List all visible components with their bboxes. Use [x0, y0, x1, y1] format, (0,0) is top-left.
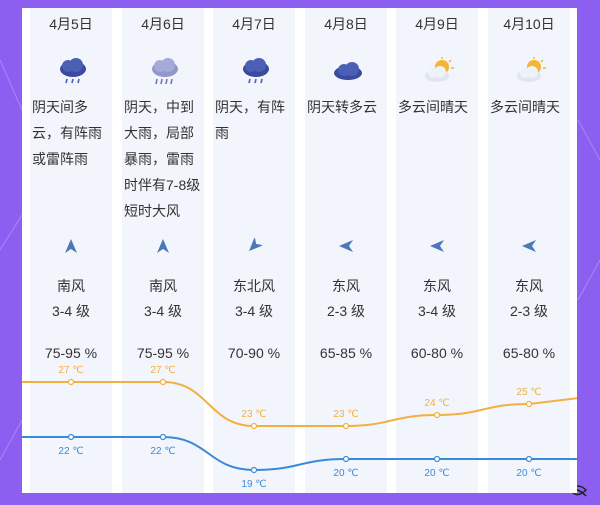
east-wind-arrow-icon	[429, 238, 445, 254]
forecast-date: 4月7日	[232, 16, 276, 32]
thunder-shower-icon	[56, 56, 90, 88]
east-wind-arrow-icon	[338, 238, 354, 254]
forecast-panel: 4月5日 阴天间多云，有阵雨或雷阵雨 南风 3-4 级 75-95 % 4月6日 阴天，中到…	[22, 8, 577, 493]
low-temp-line	[22, 435, 577, 472]
weather-description: 多云间晴天	[398, 99, 468, 115]
high-temp-label: 27 ℃	[150, 365, 175, 376]
low-temp-point	[525, 455, 533, 463]
humidity: 65-80 %	[502, 345, 556, 361]
high-temp-point	[250, 422, 258, 430]
wind-direction: 东北风	[233, 278, 275, 294]
high-temp-point	[433, 411, 441, 419]
forecast-day-column: 4月8日阴天转多云东风 2-3 级 65-85 %	[305, 8, 387, 493]
forecast-date: 4月10日	[503, 16, 555, 32]
forecast-date: 4月5日	[49, 16, 93, 32]
partly-cloudy-icon	[514, 56, 548, 88]
low-temp-label: 20 ℃	[333, 468, 358, 479]
high-temp-point	[67, 378, 75, 386]
wind-level: 2-3 级	[509, 303, 549, 319]
low-temp-label: 20 ℃	[424, 468, 449, 479]
forecast-date: 4月6日	[141, 16, 185, 32]
forecast-day-column: 4月10日多云间晴天东风 2-3 级 65-80 %	[488, 8, 570, 493]
wind-level: 3-4 级	[234, 303, 274, 319]
south-wind-arrow-icon	[155, 238, 171, 254]
wind-level: 3-4 级	[51, 303, 91, 319]
low-temp-point	[433, 455, 441, 463]
forecast-day-column: 4月7日阴天，有阵雨东北风 3-4 级 70-90 %	[213, 8, 295, 493]
humidity: 70-90 %	[227, 345, 281, 361]
heavy-rain-icon	[148, 56, 182, 88]
high-temp-label: 25 ℃	[516, 387, 541, 398]
low-temp-label: 19 ℃	[241, 479, 266, 490]
low-temp-label: 22 ℃	[58, 446, 83, 457]
temperature-chart: 27 ℃ 27 ℃ 23 ℃ 23 ℃ 24 ℃ 25 ℃ 22 ℃ 22 ℃ 19 ℃ 20 ℃…	[22, 365, 577, 490]
wind-direction: 东风	[423, 278, 451, 294]
low-temp-label: 22 ℃	[150, 446, 175, 457]
high-temp-label: 24 ℃	[424, 398, 449, 409]
wind-level: 3-4 级	[417, 303, 457, 319]
weather-description: 多云间晴天	[490, 99, 560, 115]
wind-direction: 东风	[515, 278, 543, 294]
high-temp-label: 23 ℃	[333, 409, 358, 420]
high-temp-point	[342, 422, 350, 430]
low-temp-point	[342, 455, 350, 463]
high-temp-label: 27 ℃	[58, 365, 83, 376]
humidity: 75-95 %	[44, 345, 98, 361]
south-wind-arrow-icon	[63, 238, 79, 254]
weather-description: 阴天间多云，有阵雨或雷阵雨	[32, 99, 102, 167]
overcast-icon	[331, 56, 365, 88]
high-temp-point	[159, 378, 167, 386]
weather-description: 阴天转多云	[307, 99, 377, 115]
wind-direction: 南风	[149, 278, 177, 294]
high-temp-line	[22, 380, 577, 428]
forecast-day-column: 4月5日阴天间多云，有阵雨或雷阵雨南风 3-4 级 75-95 %	[30, 8, 112, 493]
humidity: 60-80 %	[410, 345, 464, 361]
weather-description: 阴天，中到大雨，局部暴雨，雷雨时伴有7-8级短时大风	[124, 99, 201, 219]
humidity: 65-85 %	[319, 345, 373, 361]
thunder-shower-icon	[239, 56, 273, 88]
forecast-day-column: 4月6日阴天，中到大雨，局部暴雨，雷雨时伴有7-8级短时大风南风 3-4 级 75-…	[122, 8, 204, 493]
wind-level: 2-3 级	[326, 303, 366, 319]
east-wind-arrow-icon	[521, 238, 537, 254]
low-temp-point	[250, 466, 258, 474]
partly-cloudy-icon	[422, 56, 456, 88]
humidity: 75-95 %	[136, 345, 190, 361]
forecast-date: 4月9日	[415, 16, 459, 32]
high-temp-label: 23 ℃	[241, 409, 266, 420]
northeast-wind-arrow-icon	[246, 236, 264, 254]
low-temp-label: 20 ℃	[516, 468, 541, 479]
low-temp-point	[67, 433, 75, 441]
wind-level: 3-4 级	[143, 303, 183, 319]
high-temp-point	[525, 400, 533, 408]
wind-direction: 东风	[332, 278, 360, 294]
wind-direction: 南风	[57, 278, 85, 294]
weather-description: 阴天，有阵雨	[215, 99, 285, 141]
forecast-date: 4月8日	[324, 16, 368, 32]
low-temp-point	[159, 433, 167, 441]
